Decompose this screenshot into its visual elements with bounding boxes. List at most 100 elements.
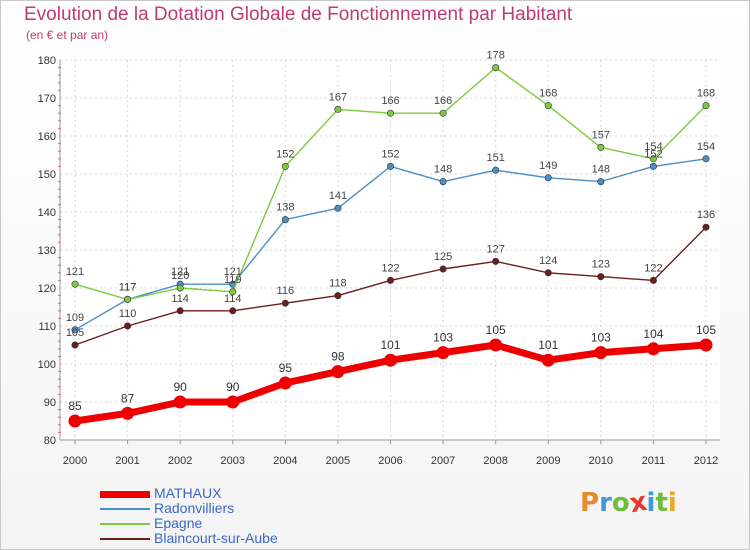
data-point-radonvilliers: [649, 162, 657, 170]
data-label-blaincourt-sur-aube: 125: [434, 251, 452, 263]
data-point-blaincourt-sur-aube: [544, 269, 552, 277]
logo-letter: i: [646, 488, 656, 518]
logo-letter: i: [667, 488, 677, 518]
data-point-blaincourt-sur-aube: [649, 276, 657, 284]
data-label-blaincourt-sur-aube: 110: [119, 308, 137, 320]
x-tick-label: 2003: [221, 455, 245, 467]
data-label-epagne: 119: [224, 274, 242, 286]
y-tick-label: 80: [44, 435, 56, 447]
data-label-radonvilliers: 152: [381, 148, 399, 160]
data-point-epagne: [281, 162, 289, 170]
data-point-epagne: [386, 109, 394, 117]
data-label-epagne: 167: [329, 91, 347, 103]
data-point-blaincourt-sur-aube: [124, 322, 132, 330]
chart-subtitle: (en € et par an): [26, 28, 109, 42]
data-point-mathaux: [646, 342, 660, 356]
chart-title: Evolution de la Dotation Globale de Fonc…: [24, 4, 573, 25]
proxiti-logo: Proxiti: [580, 487, 677, 519]
x-tick-label: 2000: [63, 455, 87, 467]
data-point-epagne: [176, 284, 184, 292]
data-label-mathaux: 95: [279, 361, 293, 375]
data-point-radonvilliers: [439, 178, 447, 186]
logo-letter: P: [580, 488, 600, 518]
data-point-epagne: [649, 155, 657, 163]
y-tick-label: 100: [38, 359, 56, 371]
data-label-epagne: 166: [434, 95, 452, 107]
data-point-radonvilliers: [71, 326, 79, 334]
data-label-epagne: 120: [171, 270, 189, 282]
data-point-epagne: [334, 105, 342, 113]
x-tick-label: 2007: [431, 455, 455, 467]
data-label-mathaux: 101: [380, 338, 400, 352]
data-point-epagne: [492, 64, 500, 72]
data-point-radonvilliers: [544, 174, 552, 182]
data-label-radonvilliers: 121: [171, 266, 189, 278]
data-label-mathaux: 105: [696, 323, 716, 337]
data-point-blaincourt-sur-aube: [229, 307, 237, 315]
y-tick-label: 140: [38, 207, 56, 219]
data-point-radonvilliers: [334, 204, 342, 212]
data-label-radonvilliers: 151: [486, 152, 504, 164]
data-label-epagne: 168: [539, 88, 557, 100]
data-point-blaincourt-sur-aube: [386, 276, 394, 284]
data-label-blaincourt-sur-aube: 122: [644, 262, 662, 274]
data-point-radonvilliers: [597, 178, 605, 186]
data-label-blaincourt-sur-aube: 116: [277, 285, 295, 297]
data-label-blaincourt-sur-aube: 136: [697, 209, 715, 221]
legend-label: MATHAUX: [154, 485, 222, 501]
data-label-radonvilliers: 138: [276, 202, 294, 214]
data-label-epagne: 168: [697, 88, 715, 100]
data-label-mathaux: 101: [538, 338, 558, 352]
data-label-radonvilliers: 148: [592, 164, 610, 176]
x-tick-label: 2001: [115, 455, 139, 467]
x-tick-label: 2011: [642, 455, 666, 467]
data-point-blaincourt-sur-aube: [334, 292, 342, 300]
data-label-radonvilliers: 121: [224, 266, 242, 278]
legend-swatch: [100, 508, 150, 510]
data-point-mathaux: [331, 365, 345, 379]
y-tick-label: 180: [38, 55, 56, 67]
data-point-mathaux: [384, 353, 397, 367]
data-point-mathaux: [699, 338, 713, 352]
data-label-radonvilliers: 149: [539, 160, 557, 172]
data-label-epagne: 117: [119, 281, 137, 293]
data-label-epagne: 154: [644, 141, 662, 153]
data-point-mathaux: [68, 414, 82, 428]
data-label-blaincourt-sur-aube: 124: [539, 255, 557, 267]
grid-layer: [60, 59, 720, 441]
data-point-mathaux: [278, 376, 292, 390]
data-label-mathaux: 90: [226, 380, 240, 394]
data-point-epagne: [544, 102, 552, 110]
data-label-blaincourt-sur-aube: 127: [486, 243, 504, 255]
x-tick-label: 2004: [273, 455, 297, 467]
data-point-epagne: [229, 288, 237, 296]
data-label-epagne: 166: [381, 95, 399, 107]
legend-label: Blaincourt-sur-Aube: [154, 530, 278, 546]
data-label-mathaux: 85: [68, 399, 82, 413]
data-label-radonvilliers: 154: [697, 141, 715, 153]
y-tick-label: 150: [38, 169, 56, 181]
y-tick-label: 170: [38, 93, 56, 105]
data-point-mathaux: [121, 406, 135, 420]
data-point-epagne: [439, 109, 447, 117]
data-point-radonvilliers: [702, 155, 710, 163]
data-label-radonvilliers: 152: [644, 148, 662, 160]
data-label-mathaux: 103: [433, 331, 453, 345]
data-label-radonvilliers: 148: [434, 164, 452, 176]
data-point-blaincourt-sur-aube: [439, 265, 447, 273]
data-point-mathaux: [436, 346, 450, 360]
data-label-mathaux: 105: [486, 323, 506, 337]
axis-layer: 80 90 100 110 120 130 140 150 160 170 180 2000 2001 2…: [38, 55, 720, 467]
x-tick-label: 2010: [589, 455, 613, 467]
logo-letter: o: [611, 488, 630, 518]
logo-letter: t: [655, 488, 668, 518]
data-point-radonvilliers: [386, 162, 394, 170]
data-point-epagne: [702, 102, 710, 110]
data-point-epagne: [71, 280, 79, 288]
data-label-radonvilliers: 109: [66, 312, 84, 324]
data-point-blaincourt-sur-aube: [71, 341, 79, 349]
data-point-mathaux: [173, 395, 187, 409]
data-point-epagne: [597, 143, 605, 151]
data-label-blaincourt-sur-aube: 114: [171, 293, 189, 305]
legend-swatch: [100, 538, 150, 540]
